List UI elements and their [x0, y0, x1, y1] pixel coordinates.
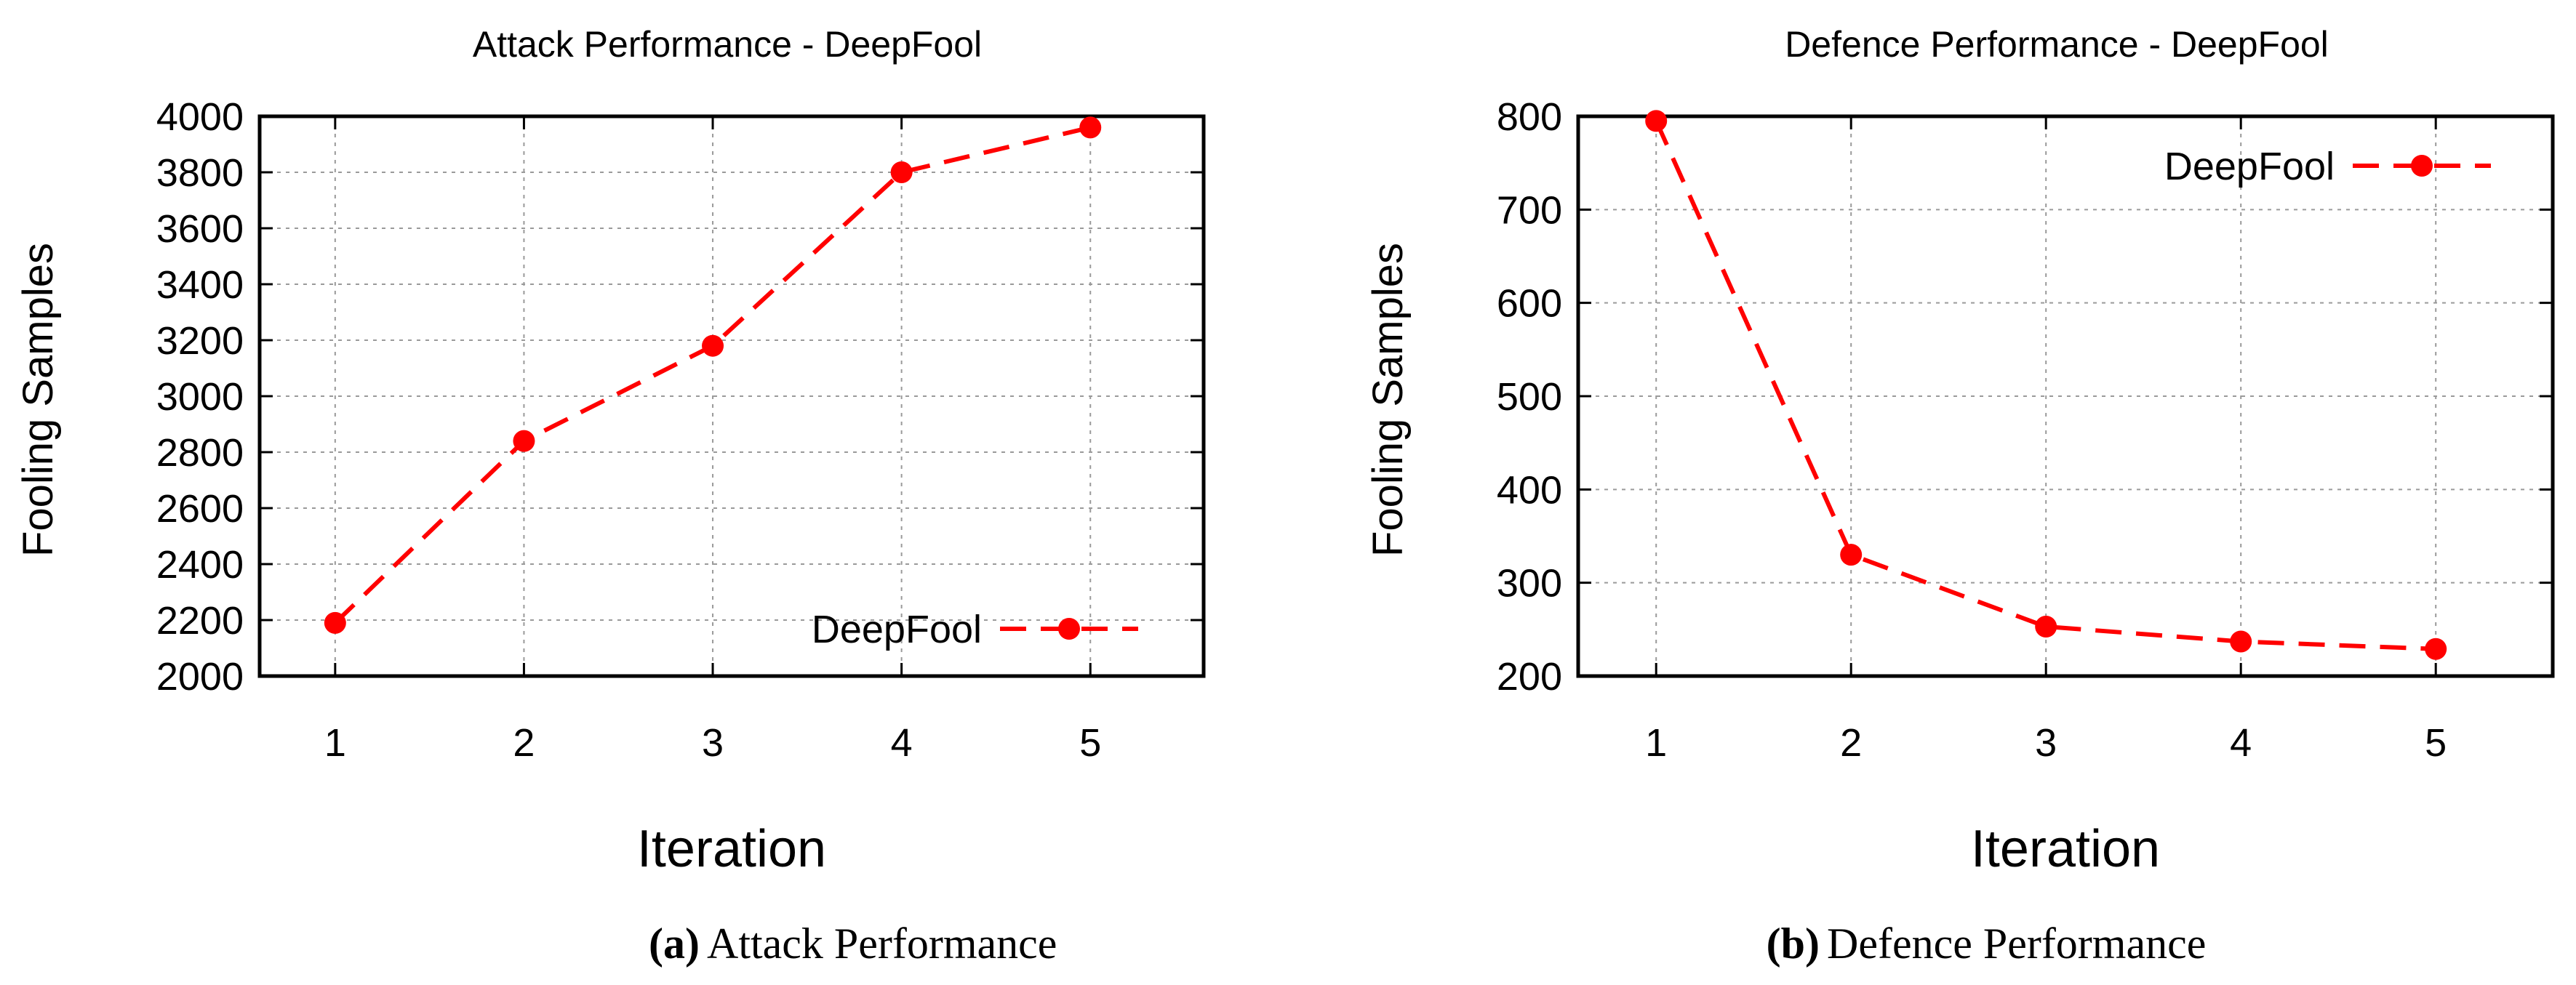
- defence-data-point: [2035, 615, 2057, 638]
- attack-x-tick-label: 1: [324, 721, 346, 765]
- defence-plot-frame: [1576, 114, 2555, 678]
- attack-y-tick-label: 2000: [156, 655, 244, 699]
- defence-x-axis-label: Iteration: [1971, 820, 2160, 878]
- attack-chart: Attack Performance - DeepFool Fooling Sa…: [15, 24, 1206, 968]
- defence-x-tick-label: 1: [1645, 721, 1667, 765]
- attack-legend-marker: [1058, 618, 1080, 640]
- defence-data-point: [1840, 544, 1863, 566]
- defence-y-tick-label: 700: [1497, 188, 1562, 232]
- attack-y-tick-label: 2400: [156, 543, 244, 587]
- defence-data-point: [2230, 630, 2252, 653]
- defence-y-tick-label: 500: [1497, 375, 1562, 419]
- attack-data-point: [1079, 116, 1102, 139]
- defence-x-tick-label: 3: [2035, 721, 2057, 765]
- attack-x-tick-label: 4: [891, 721, 913, 765]
- defence-data-point: [1645, 110, 1668, 132]
- attack-x-axis-label: Iteration: [637, 820, 826, 878]
- attack-y-tick-label: 3800: [156, 151, 244, 195]
- attack-y-tick-label: 4000: [156, 95, 244, 139]
- defence-x-tick-label: 5: [2425, 721, 2447, 765]
- attack-data-point: [513, 430, 535, 452]
- attack-y-tick-label: 3400: [156, 263, 244, 307]
- attack-x-tick-label: 2: [513, 721, 535, 765]
- attack-data-point: [702, 334, 724, 357]
- attack-data-point: [890, 161, 913, 183]
- attack-y-tick-label: 3200: [156, 319, 244, 363]
- attack-y-tick-label: 2800: [156, 431, 244, 475]
- defence-legend-label: DeepFool: [2164, 145, 2335, 188]
- defence-y-tick-label: 200: [1497, 655, 1562, 699]
- defence-chart: Defence Performance - DeepFool Fooling S…: [1364, 24, 2555, 968]
- attack-y-tick-label: 3600: [156, 207, 244, 251]
- attack-y-tick-label: 3000: [156, 375, 244, 419]
- defence-caption-text: Defence Performance: [1827, 920, 2206, 968]
- defence-data-point: [2425, 638, 2447, 660]
- defence-caption-letter: (b): [1767, 920, 1820, 968]
- attack-chart-title: Attack Performance - DeepFool: [473, 24, 982, 65]
- attack-x-tick-label: 5: [1079, 721, 1101, 765]
- attack-caption-letter: (a): [649, 920, 700, 968]
- defence-y-tick-label: 400: [1497, 468, 1562, 512]
- attack-x-tick-label: 3: [702, 721, 724, 765]
- defence-y-tick-label: 800: [1497, 95, 1562, 139]
- defence-legend-marker: [2411, 155, 2433, 177]
- defence-x-tick-label: 4: [2230, 721, 2252, 765]
- attack-caption: (a) Attack Performance: [649, 920, 1057, 968]
- attack-caption-text: Attack Performance: [707, 920, 1057, 968]
- defence-x-tick-label: 2: [1840, 721, 1862, 765]
- defence-series-line: [1654, 120, 2436, 651]
- attack-series-line: [333, 125, 1091, 625]
- defence-y-tick-label: 300: [1497, 562, 1562, 606]
- attack-legend-label: DeepFool: [812, 608, 982, 651]
- defence-caption: (b) Defence Performance: [1767, 920, 2207, 968]
- defence-y-axis-label: Fooling Samples: [1364, 243, 1412, 557]
- attack-y-tick-label: 2200: [156, 599, 244, 643]
- defence-chart-title: Defence Performance - DeepFool: [1785, 24, 2329, 65]
- attack-y-tick-label: 2600: [156, 487, 244, 531]
- attack-y-axis-label: Fooling Samples: [15, 243, 62, 557]
- defence-y-tick-label: 600: [1497, 282, 1562, 326]
- attack-data-point: [324, 611, 346, 634]
